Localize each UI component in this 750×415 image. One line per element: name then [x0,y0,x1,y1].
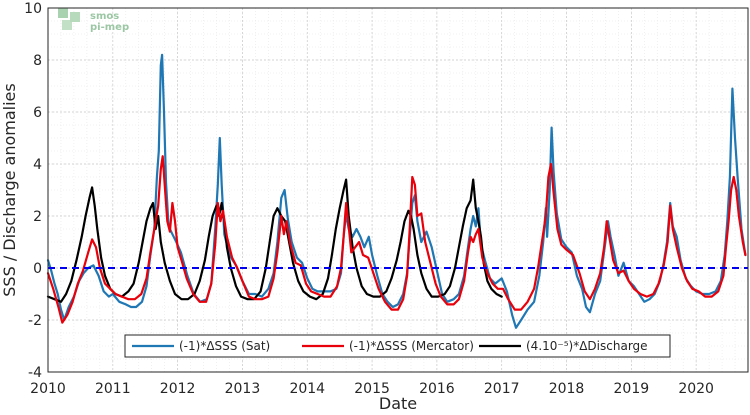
x-tick-label: 2019 [614,381,650,397]
legend-label-discharge: (4.10⁻⁵)*ΔDischarge [526,339,648,353]
x-tick-label: 2013 [225,381,261,397]
legend-label-mercator: (-1)*ΔSSS (Mercator) [349,339,474,353]
smos-pi-mep-logo: smos pi-mep [58,8,129,33]
y-tick-label: 0 [33,261,42,277]
logo-line-1: smos [90,11,119,22]
y-axis-label: SSS / Discharge anomalies [0,83,19,296]
x-tick-label: 2015 [354,381,390,397]
x-tick-label: 2020 [678,381,714,397]
y-tick-label: -2 [28,313,42,329]
x-tick-label: 2018 [549,381,585,397]
x-tick-label: 2012 [160,381,196,397]
x-tick-label: 2017 [484,381,520,397]
x-axis-label: Date [379,394,417,413]
y-tick-label: 10 [24,1,42,17]
x-tick-label: 2011 [95,381,131,397]
y-tick-label: 4 [33,157,42,173]
logo-line-2: pi-mep [90,22,129,33]
y-tick-label: 8 [33,53,42,69]
legend-box [124,334,671,358]
legend: (-1)*ΔSSS (Sat) (-1)*ΔSSS (Mercator) (4.… [124,334,671,358]
series-layer [46,53,747,329]
series-line-mercator [46,155,747,324]
minor-grid [47,7,749,373]
y-tick-label: 6 [33,105,42,121]
x-tick-label: 2010 [30,381,66,397]
plot-frame [47,7,749,373]
x-tick-label: 2016 [419,381,455,397]
legend-label-sat: (-1)*ΔSSS (Sat) [179,339,270,353]
x-tick-label: 2014 [289,381,325,397]
y-tick-label: 2 [33,209,42,225]
y-tick-labels: -4 -2 0 2 4 6 8 10 [24,1,42,381]
x-tick-labels: 2010 2011 2012 2013 2014 2015 2016 2017 2018 2019… [30,381,714,397]
series-line-discharge [46,178,503,303]
y-tick-label: -4 [28,365,42,381]
